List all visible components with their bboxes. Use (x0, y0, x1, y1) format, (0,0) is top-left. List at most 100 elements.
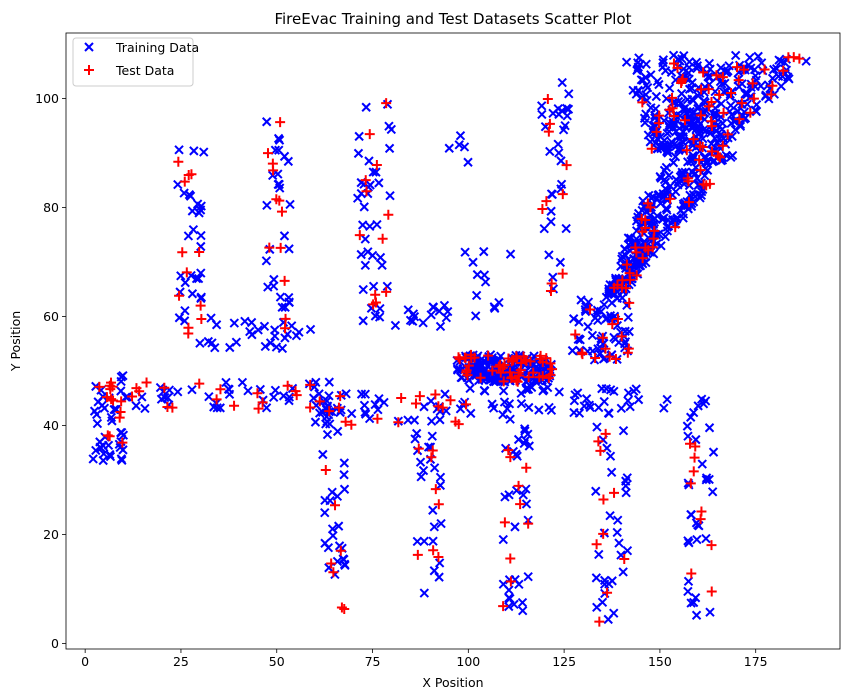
test-point (314, 396, 325, 407)
training-point (664, 121, 675, 131)
test-point (690, 441, 701, 452)
training-point (409, 311, 420, 322)
training-point (651, 91, 662, 102)
test-point (179, 176, 190, 187)
training-point (660, 232, 670, 242)
training-point (504, 490, 514, 500)
training-point (642, 82, 653, 93)
test-point (600, 428, 611, 439)
test-point (591, 539, 602, 550)
training-point (409, 415, 420, 425)
training-point (439, 300, 450, 311)
training-point (131, 401, 141, 411)
test-point (525, 356, 536, 367)
training-point (284, 244, 294, 254)
training-point (539, 223, 549, 234)
training-point (361, 102, 371, 112)
test-point (335, 391, 346, 402)
test-point (541, 196, 552, 207)
training-point (382, 281, 393, 292)
training-point (655, 171, 665, 182)
training-point (545, 146, 555, 157)
training-point (174, 313, 185, 323)
training-point (180, 306, 190, 316)
training-point (670, 152, 681, 162)
test-point (186, 169, 197, 180)
test-point (595, 445, 606, 456)
test-point (794, 53, 805, 64)
test-point (106, 394, 117, 405)
training-point (117, 427, 127, 438)
training-point (557, 77, 567, 88)
legend-box (72, 37, 194, 87)
training-point (441, 312, 452, 323)
training-point (683, 536, 693, 546)
training-point (310, 417, 321, 427)
training-point (196, 292, 207, 302)
x-tick-label: 25 (173, 654, 189, 669)
test-point (335, 545, 346, 556)
training-point (273, 133, 284, 144)
training-point (253, 325, 263, 335)
test-point (688, 134, 699, 145)
training-point (247, 329, 257, 340)
training-point (384, 143, 395, 154)
test-point (695, 165, 706, 176)
test-point (544, 118, 555, 129)
training-point (426, 416, 437, 426)
training-point (655, 198, 666, 209)
training-point (555, 257, 566, 268)
training-point (294, 327, 304, 337)
training-point (708, 447, 719, 457)
training-point (605, 511, 615, 521)
test-point (609, 282, 620, 293)
x-tick-label: 150 (648, 654, 672, 669)
training-point (574, 334, 584, 344)
training-point (189, 146, 199, 156)
test-point (645, 202, 656, 213)
training-point (179, 316, 190, 326)
test-point (437, 402, 448, 413)
training-point (661, 94, 672, 104)
training-point (705, 607, 715, 617)
training-point (623, 388, 634, 398)
training-point (269, 274, 279, 285)
test-point (725, 88, 736, 99)
test-point (732, 62, 743, 73)
training-point (489, 302, 500, 312)
training-point (199, 147, 209, 157)
test-point (427, 445, 438, 456)
test-point (280, 313, 291, 324)
training-point (592, 422, 602, 432)
training-point (479, 246, 489, 257)
training-point (327, 487, 337, 497)
training-point (612, 527, 622, 538)
training-point (645, 137, 655, 147)
test-point (215, 384, 226, 395)
test-point (733, 75, 744, 86)
training-point (711, 126, 722, 136)
training-point (784, 74, 794, 84)
test-point (585, 304, 596, 315)
test-point (493, 361, 504, 372)
test-point (594, 616, 605, 627)
training-point (277, 302, 287, 312)
training-point (546, 405, 557, 416)
training-point (724, 61, 734, 71)
training-point (415, 457, 426, 467)
test-point (630, 242, 641, 253)
training-point (554, 387, 564, 397)
training-point (646, 103, 656, 113)
test-point (131, 383, 142, 394)
test-point (275, 117, 286, 128)
test-point (503, 353, 514, 364)
test-point (640, 242, 651, 253)
test-point (624, 268, 635, 279)
test-point (714, 152, 725, 163)
training-point (621, 476, 631, 486)
test-point (463, 360, 474, 371)
training-point (629, 386, 639, 396)
test-point (346, 419, 357, 430)
training-point (666, 67, 677, 77)
test-point (631, 270, 642, 281)
